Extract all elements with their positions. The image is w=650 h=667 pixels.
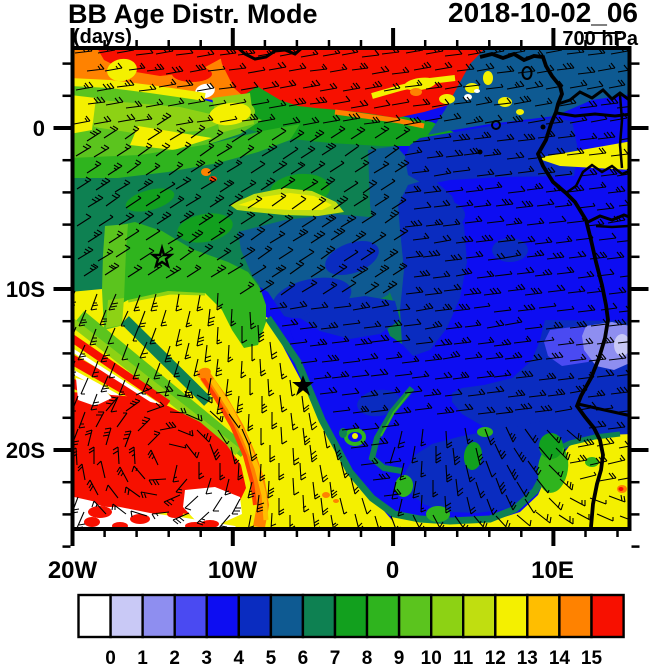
- svg-text:11: 11: [453, 648, 474, 667]
- svg-text:20S: 20S: [6, 438, 45, 463]
- svg-text:20W: 20W: [48, 557, 98, 584]
- svg-text:15: 15: [581, 648, 603, 667]
- svg-text:0: 0: [105, 648, 116, 667]
- svg-text:700 hPa: 700 hPa: [562, 28, 638, 50]
- svg-text:9: 9: [394, 648, 405, 667]
- svg-text:10S: 10S: [6, 277, 45, 302]
- svg-text:12: 12: [485, 648, 506, 667]
- svg-text:10E: 10E: [531, 557, 574, 584]
- svg-text:7: 7: [330, 648, 341, 667]
- svg-text:(days): (days): [73, 26, 132, 48]
- svg-text:10W: 10W: [208, 557, 258, 584]
- svg-text:10: 10: [421, 648, 442, 667]
- svg-text:8: 8: [362, 648, 373, 667]
- svg-text:4: 4: [234, 648, 245, 667]
- svg-text:0: 0: [386, 557, 399, 584]
- svg-text:13: 13: [517, 648, 538, 667]
- svg-text:3: 3: [201, 648, 212, 667]
- svg-text:2: 2: [169, 648, 180, 667]
- svg-text:1: 1: [137, 648, 148, 667]
- svg-text:0: 0: [33, 116, 45, 141]
- svg-text:2018-10-02_06: 2018-10-02_06: [448, 0, 638, 28]
- svg-text:6: 6: [298, 648, 309, 667]
- svg-text:BB Age Distr. Mode: BB Age Distr. Mode: [68, 0, 318, 29]
- svg-text:5: 5: [266, 648, 277, 667]
- svg-text:14: 14: [549, 648, 571, 667]
